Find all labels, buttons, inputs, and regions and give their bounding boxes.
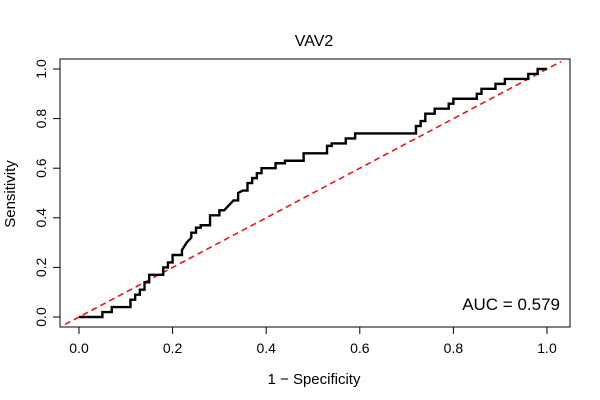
x-tick-label: 0.8 <box>444 340 464 356</box>
y-tick-label: 0.4 <box>33 208 49 228</box>
x-tick-label: 0.0 <box>69 340 89 356</box>
reference-diagonal-line <box>64 60 562 326</box>
y-tick-label: 0.8 <box>33 109 49 129</box>
x-tick-label: 1.0 <box>537 340 557 356</box>
axis-ticks: 0.0 0.2 0.4 0.6 0.8 1.0 0.0 0.2 0.4 0.6 0.8 1.0 <box>33 59 557 356</box>
series-layer <box>64 60 562 326</box>
auc-annotation: AUC = 0.579 <box>462 295 560 314</box>
y-tick-label: 1.0 <box>33 59 49 79</box>
x-tick-label: 0.2 <box>163 340 183 356</box>
plot-frame <box>59 58 571 328</box>
x-axis-label: 1 − Specificity <box>268 371 361 388</box>
y-tick-label: 0.6 <box>33 158 49 178</box>
roc-curve-line <box>79 67 547 319</box>
x-tick-label: 0.4 <box>256 340 276 356</box>
y-tick-label: 0.0 <box>33 307 49 327</box>
x-tick-label: 0.6 <box>350 340 370 356</box>
y-tick-label: 0.2 <box>33 257 49 277</box>
y-axis-label: Sensitivity <box>2 160 19 228</box>
chart-title: VAV2 <box>295 33 334 50</box>
